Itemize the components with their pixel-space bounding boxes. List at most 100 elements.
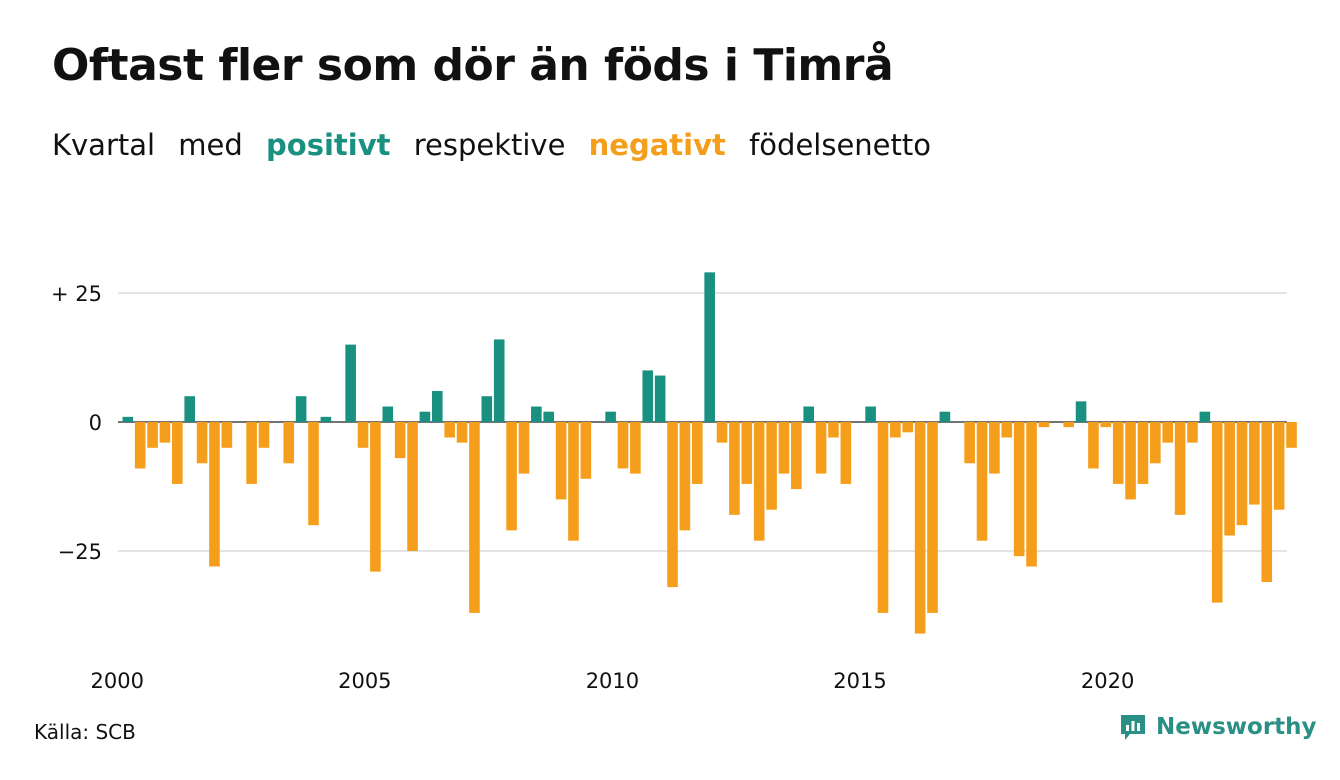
newsworthy-logo-icon: [1121, 715, 1145, 740]
y-tick-label: −25: [58, 540, 102, 564]
bar-negative: [580, 422, 592, 479]
bar-negative: [1013, 422, 1025, 557]
bar-negative: [1063, 422, 1074, 428]
bar-negative: [246, 422, 257, 484]
bar-negative: [172, 422, 183, 484]
bar-negative: [1137, 422, 1149, 484]
legend-positive: positivt: [266, 128, 391, 162]
source-note: Källa: SCB: [34, 720, 136, 744]
bar-negative: [964, 422, 975, 464]
bar-negative: [1001, 422, 1013, 438]
bar-positive: [122, 416, 134, 422]
bar-positive: [939, 411, 951, 422]
bar-positive: [481, 396, 493, 422]
x-tick-label: 2015: [833, 669, 886, 693]
bar-negative: [1150, 422, 1161, 464]
x-tick-label: 2010: [586, 669, 639, 693]
bar-negative: [753, 422, 765, 541]
bar-negative: [1088, 422, 1099, 469]
subtitle-word: födelsenetto: [749, 128, 931, 162]
bar-positive: [382, 406, 394, 422]
bar-negative: [370, 422, 381, 572]
brand-logo: Newsworthy: [1118, 712, 1317, 742]
bar-negative: [914, 422, 926, 634]
bar-negative: [506, 422, 517, 531]
bar-negative: [1125, 422, 1136, 500]
bar-negative: [518, 422, 530, 474]
y-tick-label: 0: [89, 411, 102, 435]
subtitle-word: med: [178, 128, 243, 162]
bar-negative: [815, 422, 827, 474]
bar-negative: [927, 422, 938, 613]
bar-negative: [1100, 422, 1112, 428]
bar-negative: [778, 422, 790, 474]
bar-negative: [1038, 422, 1050, 428]
bar-positive: [704, 272, 715, 422]
bar-positive: [642, 370, 654, 422]
chart-title: Oftast fler som dör än föds i Timrå: [52, 40, 894, 91]
bar-negative: [159, 422, 171, 443]
bar-negative: [890, 422, 901, 438]
bar-negative: [617, 422, 629, 469]
bar-positive: [295, 396, 307, 422]
bar-negative: [1211, 422, 1223, 603]
bar-negative: [1249, 422, 1260, 505]
subtitle-word: Kvartal: [52, 128, 156, 162]
bar-negative: [209, 422, 220, 567]
bar-negative: [258, 422, 270, 448]
bar-negative: [147, 422, 158, 448]
bar-negative: [791, 422, 802, 490]
bar-positive: [654, 375, 666, 422]
bar-positive: [531, 406, 542, 422]
bar-negative: [766, 422, 777, 510]
bar-negative: [394, 422, 406, 459]
bar-negative: [407, 422, 418, 551]
bar-negative: [555, 422, 567, 500]
bar-positive: [432, 391, 443, 422]
bar-negative: [1174, 422, 1186, 515]
x-tick-label: 2005: [338, 669, 391, 693]
bar-negative: [667, 422, 678, 588]
bar-positive: [184, 396, 195, 422]
bar-negative: [902, 422, 914, 433]
bar-positive: [345, 344, 356, 422]
bar-negative: [691, 422, 703, 484]
bar-positive: [1075, 401, 1087, 422]
bar-layer: [122, 272, 1297, 634]
x-tick-label: 2020: [1081, 669, 1134, 693]
bar-negative: [828, 422, 839, 438]
bar-negative: [976, 422, 988, 541]
bar-positive: [1199, 411, 1211, 422]
bar-negative: [1273, 422, 1285, 510]
label-layer: + 25 0 −25 2000 2005 2010 2015 2020: [51, 282, 1134, 693]
bar-negative: [283, 422, 295, 464]
bar-negative: [1261, 422, 1273, 582]
bar-negative: [1162, 422, 1174, 443]
bar-positive: [865, 406, 876, 422]
bar-positive: [543, 411, 555, 422]
bar-negative: [308, 422, 319, 526]
bar-negative: [877, 422, 889, 613]
bar-negative: [729, 422, 740, 515]
bar-negative: [679, 422, 691, 531]
bar-negative: [134, 422, 146, 469]
bar-positive: [803, 406, 814, 422]
bar-positive: [320, 416, 332, 422]
x-tick-label: 2000: [91, 669, 144, 693]
brand-name: Newsworthy: [1156, 714, 1317, 740]
bar-negative: [469, 422, 480, 613]
bar-negative: [444, 422, 455, 438]
subtitle-word: respektive: [413, 128, 566, 162]
bar-negative: [568, 422, 579, 541]
bar-negative: [989, 422, 1000, 474]
bar-negative: [716, 422, 728, 443]
bar-negative: [1286, 422, 1297, 448]
bar-positive: [605, 411, 616, 422]
bar-negative: [357, 422, 369, 448]
bar-negative: [630, 422, 641, 474]
bar-negative: [196, 422, 208, 464]
bar-negative: [456, 422, 468, 443]
legend-negative: negativt: [588, 128, 726, 162]
bar-positive: [419, 411, 431, 422]
